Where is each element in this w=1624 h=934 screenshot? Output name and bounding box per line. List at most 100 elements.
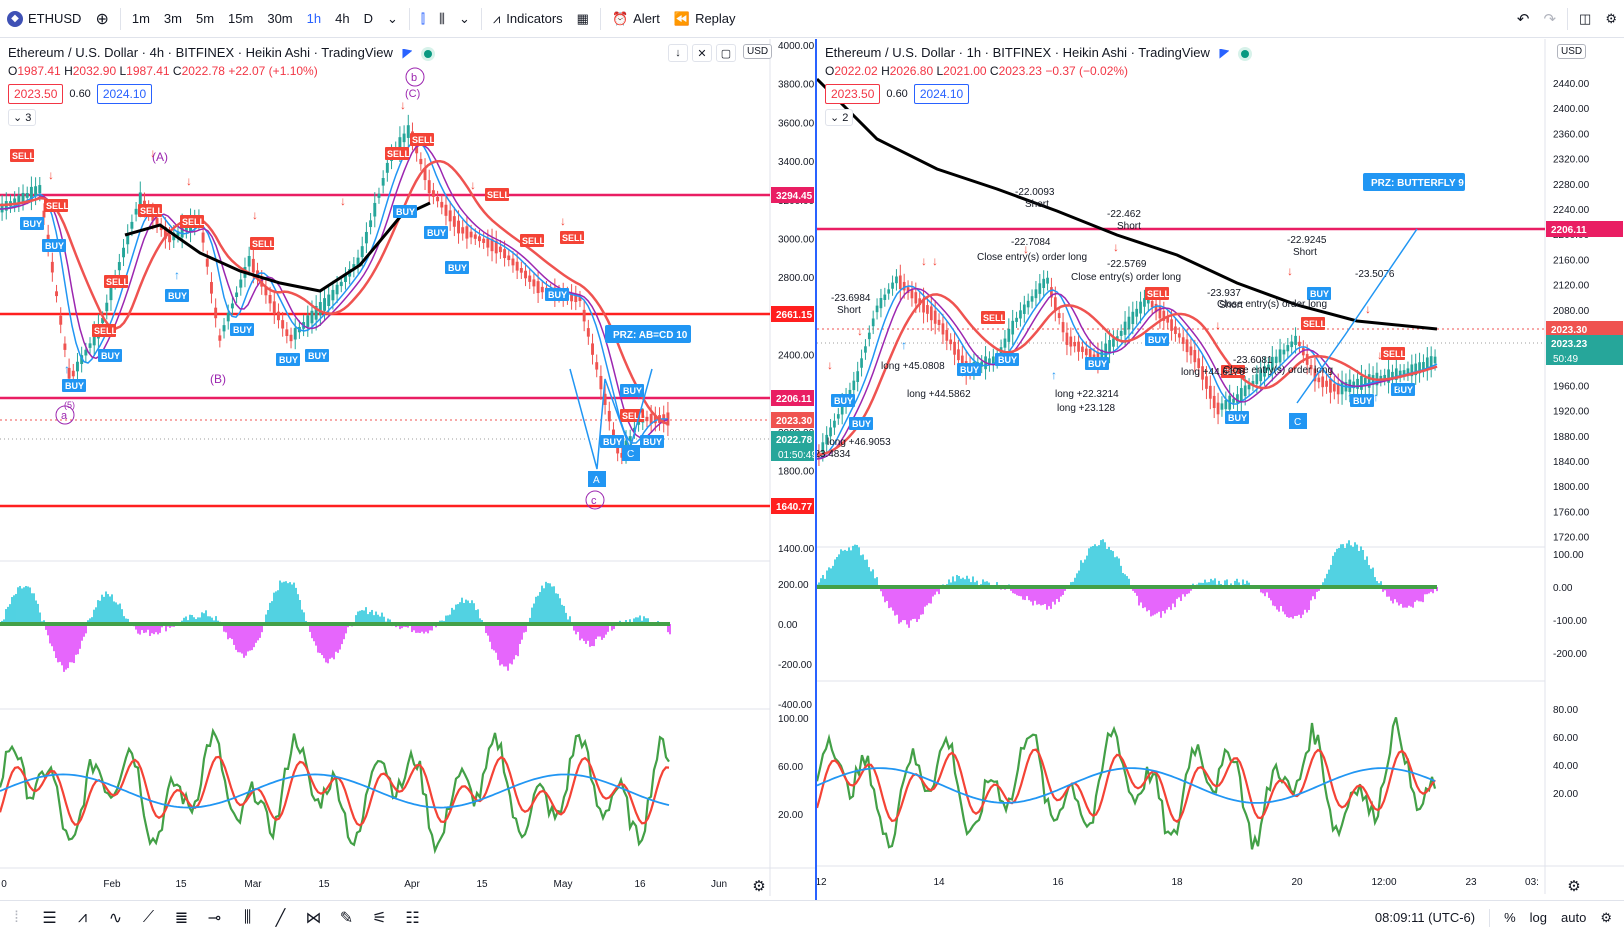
candle-body: [1065, 332, 1069, 345]
candle-body: [38, 185, 42, 194]
currency-tag[interactable]: USD: [743, 44, 773, 59]
indicators-label: Indicators: [506, 11, 563, 26]
close-icon[interactable]: ✕: [692, 44, 712, 62]
down-arrow-marker: ↓: [1287, 264, 1293, 278]
candle-body: [398, 137, 402, 152]
candle-body: [922, 298, 925, 313]
candle-body: [1286, 345, 1290, 352]
flag-icon[interactable]: [402, 48, 413, 59]
brush-icon[interactable]: ✎: [339, 909, 354, 927]
undo-icon[interactable]: ↶: [1516, 10, 1530, 28]
redo-icon[interactable]: ↷: [1543, 10, 1557, 28]
harmonic-pattern-line: [1296, 228, 1418, 404]
candle-body: [92, 331, 96, 346]
elliott-wave-icon[interactable]: ∿: [108, 909, 123, 927]
fib-retracement-icon[interactable]: ≣: [174, 909, 189, 927]
indicator-collapse-toggle[interactable]: ⌄ 3: [8, 109, 37, 126]
log-scale-toggle[interactable]: log: [1529, 910, 1548, 925]
candle-body: [1007, 328, 1011, 342]
pattern-point-box: [622, 445, 640, 461]
down-arrow-marker: ↓: [186, 174, 192, 188]
high-value: 2032.90: [72, 64, 117, 78]
buy-signal-marker: [995, 353, 1019, 366]
bar-type-candles-icon[interactable]: ⫿: [420, 10, 426, 26]
price-tick-label: 2800.00: [778, 273, 815, 284]
interval-4h[interactable]: 4h: [335, 11, 350, 26]
buy-signal-label: BUY: [1228, 413, 1247, 423]
settings-gear-icon[interactable]: ⚙: [1567, 878, 1581, 895]
buy-signal-label: BUY: [448, 263, 467, 273]
interval-15m[interactable]: 15m: [228, 11, 254, 26]
split-layout-icon[interactable]: ◫: [1579, 10, 1592, 26]
chart-pane-1h[interactable]: 2440.00 2400.00 2360.00 2320.00 2280.00 2240.…: [815, 39, 1624, 900]
bars-pattern-icon[interactable]: ⫼: [243, 908, 252, 926]
interval-1m[interactable]: 1m: [131, 11, 150, 26]
compare-add-icon[interactable]: ⊕: [95, 10, 109, 28]
sell-signal-marker: [410, 133, 434, 146]
ray-icon[interactable]: ╱: [275, 909, 286, 927]
auto-scale-toggle[interactable]: auto: [1561, 910, 1587, 925]
price-level-tag: [1546, 335, 1623, 351]
abcd-pattern-icon[interactable]: ⩘: [77, 908, 88, 926]
menu-lines-icon[interactable]: ☰: [42, 909, 57, 927]
toolbar-divider: [599, 7, 601, 30]
interval-30m[interactable]: 30m: [267, 11, 293, 26]
interval-d[interactable]: D: [363, 11, 373, 26]
interval-3m[interactable]: 3m: [163, 11, 182, 26]
candle-body: [1166, 317, 1170, 323]
ohlc-readout: O1987.41 H2032.90 L1987.41 C2022.78 +22.…: [8, 64, 318, 78]
buy-button[interactable]: 2024.10: [96, 84, 153, 104]
settings-gear-icon[interactable]: ⚙: [752, 878, 766, 895]
indicators-button[interactable]: ⩘ Indicators: [486, 0, 570, 38]
settings-gear-icon[interactable]: ⚙: [1605, 10, 1617, 26]
chart-canvas-4h[interactable]: 4000.00 3800.00 3600.00 3400.00 3 200.00 3000.…: [0, 39, 815, 900]
buy-signal-label: BUY: [643, 437, 662, 447]
percent-scale-toggle[interactable]: %: [1504, 910, 1516, 925]
price-tick-label: 3800.00: [778, 80, 815, 91]
down-arrow-marker: ↓: [252, 208, 258, 222]
xabcd-pattern-icon[interactable]: ⋈: [305, 909, 322, 927]
layout-grid-icon[interactable]: ▦: [576, 10, 589, 26]
replay-button[interactable]: ⏪ Replay: [667, 0, 743, 38]
trend-line-icon[interactable]: ⟋: [142, 908, 155, 926]
sell-button[interactable]: 2023.50: [825, 84, 881, 104]
up-arrow-marker: ↑: [174, 268, 180, 282]
sell-signal-marker: [138, 204, 162, 217]
interval-dropdown-chevron-down-icon[interactable]: ⌄: [386, 10, 398, 26]
sell-signal-marker: [1381, 347, 1405, 360]
symbol-search-button[interactable]: ◆ ETHUSD: [0, 0, 88, 38]
alert-button[interactable]: ⏰ Alert: [605, 0, 667, 38]
clock-readout[interactable]: 08:09:11 (UTC-6): [1374, 910, 1476, 925]
buy-button[interactable]: 2024.10: [913, 84, 970, 104]
candle-body: [369, 220, 373, 228]
candle-body: [1208, 385, 1212, 399]
horizontal-line-icon[interactable]: ⊸: [207, 909, 222, 927]
candle-body: [50, 261, 54, 273]
prz-label-box: [605, 325, 691, 343]
interval-1h[interactable]: 1h: [306, 11, 322, 26]
chart-style-chevron-down-icon[interactable]: ⌄: [459, 10, 470, 26]
maximize-icon[interactable]: ▢: [716, 44, 736, 62]
sell-button[interactable]: 2023.50: [8, 84, 64, 104]
chart-style-candles-icon[interactable]: ⫼: [439, 10, 446, 26]
candle-body: [856, 371, 860, 382]
settings-gear-icon[interactable]: ⚙: [1600, 909, 1612, 925]
object-tree-icon[interactable]: ☷: [405, 909, 420, 927]
scroll-down-icon[interactable]: ↓: [668, 44, 688, 62]
candle-body: [528, 275, 532, 282]
chart-canvas-1h[interactable]: 2440.002400.002360.002320.002280.002240.…: [817, 39, 1624, 900]
interval-5m[interactable]: 5m: [195, 11, 215, 26]
settings-sliders-icon[interactable]: ⚟: [372, 909, 387, 927]
currency-tag[interactable]: USD: [1557, 44, 1587, 59]
price-level-tag-label: 2023.30: [776, 416, 813, 427]
chart-pane-4h[interactable]: 4000.00 3800.00 3600.00 3400.00 3 200.00 3000.…: [0, 39, 815, 900]
indicator-collapse-toggle[interactable]: ⌄ 2: [825, 109, 854, 126]
rsi-tick-label: 20.00: [1553, 789, 1578, 800]
candle-body: [1170, 319, 1173, 331]
candle-body: [653, 414, 657, 424]
drag-handle-icon[interactable]: ⁞: [14, 908, 19, 926]
prz-label: PRZ: AB=CD 10: [613, 330, 688, 341]
candle-body: [0, 203, 4, 213]
osc-tick-label: 0.00: [778, 620, 798, 631]
flag-icon[interactable]: [1219, 48, 1230, 59]
